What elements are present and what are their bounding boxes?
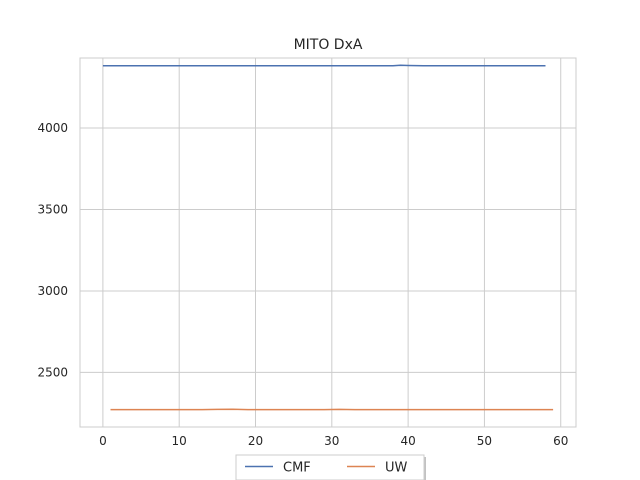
legend-box bbox=[235, 454, 425, 480]
x-tick-label: 0 bbox=[99, 434, 107, 448]
x-tick-label: 20 bbox=[248, 434, 263, 448]
legend-label-cmf: CMF bbox=[283, 461, 311, 476]
x-tick-label: 10 bbox=[172, 434, 187, 448]
y-tick-label: 3500 bbox=[37, 203, 68, 217]
x-tick-label: 60 bbox=[553, 434, 568, 448]
chart-title: MITO DxA bbox=[294, 37, 363, 53]
y-tick-label: 4000 bbox=[37, 121, 68, 135]
y-tick-label: 2500 bbox=[37, 365, 68, 379]
series-layer bbox=[102, 64, 554, 411]
x-tick-label: 30 bbox=[324, 434, 339, 448]
legend: CMF UW bbox=[235, 454, 426, 480]
x-tick-label: 40 bbox=[400, 434, 415, 448]
legend-label-uw: UW bbox=[385, 461, 408, 476]
x-tick-label: 50 bbox=[477, 434, 492, 448]
gridlines bbox=[80, 58, 576, 427]
y-tick-label: 3000 bbox=[37, 284, 68, 298]
series-line-cmf bbox=[102, 64, 546, 67]
y-axis-ticks: 2500 3000 3500 4000 bbox=[37, 121, 68, 379]
x-axis-ticks: 0 10 20 30 40 50 60 bbox=[99, 434, 568, 448]
plot-frame bbox=[79, 57, 577, 428]
